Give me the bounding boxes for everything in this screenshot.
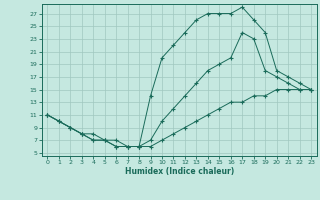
X-axis label: Humidex (Indice chaleur): Humidex (Indice chaleur) (124, 167, 234, 176)
